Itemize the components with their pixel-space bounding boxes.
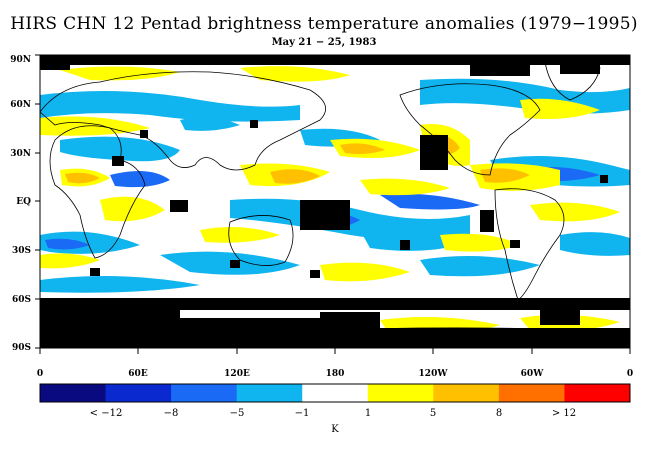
colorbar-swatch — [105, 384, 172, 402]
missing-data — [40, 55, 630, 348]
colorbar-swatch — [433, 384, 500, 402]
latitude-axis: 90N 60N 30N EQ 30S 60S 90S — [10, 54, 40, 353]
lat-label-90s: 90S — [12, 343, 31, 353]
colorbar-swatch — [171, 384, 238, 402]
map-plot — [40, 55, 630, 348]
colorbar-swatch — [564, 384, 631, 402]
antarctica-coastline — [40, 324, 630, 333]
lon-label-60w: 60W — [521, 369, 545, 379]
colorbar-label-lt-12: < −12 — [90, 408, 123, 419]
colorbar-swatch — [498, 384, 565, 402]
colorbar-label-gt-12: > 12 — [552, 408, 576, 419]
colorbar-unit: K — [331, 424, 339, 435]
colorbar-swatches — [40, 384, 631, 402]
colorbar-label-neg8: −8 — [164, 408, 179, 419]
greenland-coastline — [544, 59, 601, 101]
map-title: HIRS CHN 12 Pentad brightness temperatur… — [10, 14, 638, 34]
coastlines — [40, 59, 630, 333]
north-america-coastline — [399, 83, 541, 176]
colorbar-swatch — [236, 384, 303, 402]
colorbar: < −12 −8 −5 −1 1 5 8 > 12 K — [39, 383, 631, 435]
colorbar-label-neg1: −1 — [295, 408, 310, 419]
lon-label-120w: 120W — [419, 369, 449, 379]
colorbar-frame — [39, 383, 631, 403]
colorbar-swatch — [40, 384, 107, 402]
lat-label-60s: 60S — [12, 295, 31, 305]
lat-label-60n: 60N — [10, 100, 31, 110]
colorbar-label-8: 8 — [496, 408, 502, 419]
colorbar-label-5: 5 — [430, 408, 436, 419]
south-america-coastline — [494, 188, 565, 301]
africa-coastline — [49, 125, 146, 259]
lat-label-30s: 30S — [12, 246, 31, 256]
lon-label-0: 0 — [37, 369, 43, 379]
lat-label-90n: 90N — [10, 55, 31, 65]
lon-label-180: 180 — [326, 369, 345, 379]
colorbar-label-1: 1 — [365, 408, 371, 419]
eurasia-coastline — [40, 71, 327, 171]
lon-label-120e: 120E — [224, 369, 250, 379]
map-subtitle: May 21 − 25, 1983 — [271, 37, 377, 48]
longitude-axis: 0 60E 120E 180 120W 60W 0 — [37, 348, 633, 379]
colorbar-swatch — [367, 384, 434, 402]
lat-label-eq: EQ — [16, 197, 31, 207]
australia-coastline — [228, 215, 294, 266]
colorbar-label-neg5: −5 — [230, 408, 245, 419]
lon-label-60e: 60E — [128, 369, 148, 379]
lon-label-0-east: 0 — [627, 369, 633, 379]
lat-label-30n: 30N — [10, 149, 31, 159]
colorbar-swatch — [302, 384, 369, 402]
